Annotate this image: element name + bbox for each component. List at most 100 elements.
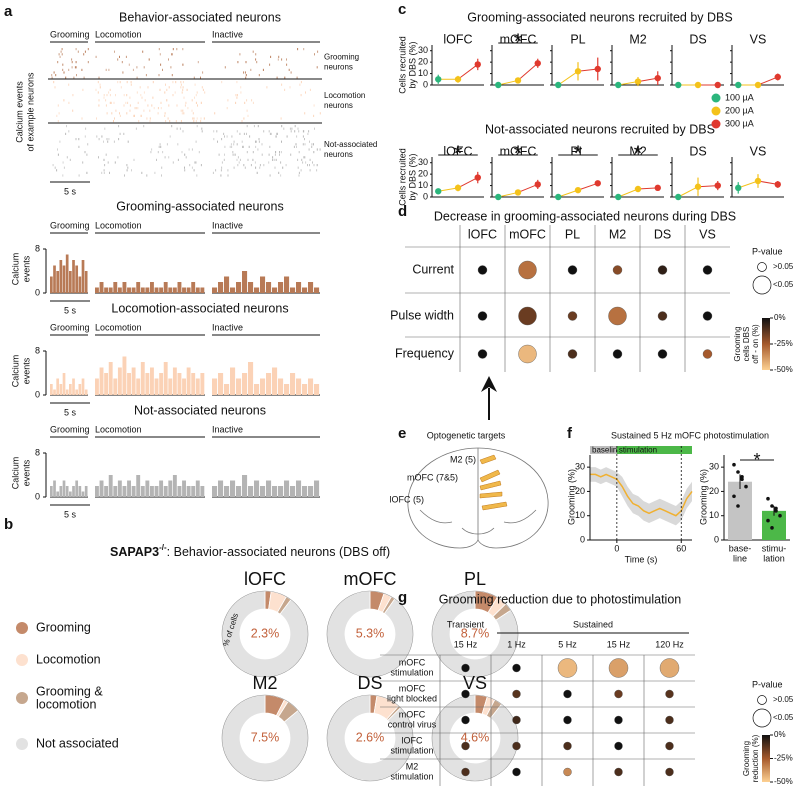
raster-event <box>119 81 121 84</box>
raster-event <box>221 81 223 84</box>
label: Optogenetic targets <box>427 430 506 440</box>
histogram-bar <box>266 373 272 395</box>
raster-event <box>105 104 107 107</box>
row-label: stimulation <box>390 667 433 677</box>
histogram-bar <box>150 367 154 395</box>
raster-event <box>103 171 105 174</box>
donut-outline <box>431 590 519 678</box>
raster-event <box>162 151 164 154</box>
raster-event <box>243 164 245 167</box>
dot <box>665 715 674 725</box>
dot <box>477 265 488 275</box>
raster-event <box>103 169 105 172</box>
label: P-value <box>752 679 783 689</box>
raster-event <box>243 117 245 120</box>
raster-event <box>255 166 257 169</box>
dot <box>567 311 578 321</box>
label: lOFC <box>443 32 472 46</box>
histogram-bar <box>99 282 104 293</box>
label: cells DBS <box>742 327 751 362</box>
raster-event <box>159 143 161 146</box>
histogram-bar <box>230 367 236 395</box>
label: e <box>398 425 406 442</box>
label: Sustained 5 Hz mOFC photostimulation <box>611 430 769 440</box>
raster-event <box>172 161 174 164</box>
raster-event <box>254 161 256 164</box>
raster-event <box>282 166 284 169</box>
raster-event <box>193 76 195 79</box>
raster-event <box>172 94 174 97</box>
raster-event <box>236 81 238 84</box>
raster-event <box>75 66 77 69</box>
label: Not-associated <box>324 140 377 149</box>
raster-event <box>233 140 235 143</box>
raster-event <box>275 158 277 161</box>
label: M2 <box>252 673 277 693</box>
histogram-bar <box>248 486 254 497</box>
opto-targets <box>479 454 508 511</box>
raster-event <box>237 61 239 64</box>
label: PL <box>570 32 585 46</box>
raster-event <box>128 63 130 66</box>
histogram-bar <box>65 486 69 497</box>
raster-event <box>275 135 277 138</box>
row-label: stimulation <box>390 745 433 755</box>
raster-event <box>119 112 120 115</box>
raster-event <box>57 148 58 151</box>
point <box>594 180 601 187</box>
legend-label: 100 µA <box>725 92 754 102</box>
raster-event <box>124 174 125 177</box>
star: * <box>514 29 523 54</box>
raster-event <box>187 107 189 110</box>
label: d <box>398 203 407 220</box>
raster-event <box>252 151 254 154</box>
histogram-bar <box>59 260 63 293</box>
raster-event <box>63 99 65 102</box>
label: M2 <box>629 32 646 46</box>
histogram-bar <box>191 373 196 395</box>
raster-event <box>184 104 186 107</box>
connector <box>618 81 639 86</box>
point <box>778 513 782 518</box>
label: Grooming (%) <box>566 469 576 525</box>
raster-event <box>81 117 83 120</box>
raster-event <box>313 151 315 154</box>
raster-event <box>302 161 304 164</box>
raster-event <box>59 140 61 143</box>
point <box>574 68 582 75</box>
connector <box>557 70 579 86</box>
row-label: mOFC <box>399 709 426 719</box>
pvalue-swatch <box>757 262 767 272</box>
raster-event <box>296 145 297 148</box>
raster-event <box>164 114 166 117</box>
label: Inactive <box>212 220 243 230</box>
label: Grooming <box>742 741 751 776</box>
histogram-bar <box>159 287 164 293</box>
raster-event <box>51 74 53 77</box>
raster-event <box>243 71 244 74</box>
raster-event <box>233 166 235 169</box>
histogram-bar <box>50 276 53 293</box>
line <box>590 473 693 517</box>
raster-event <box>156 158 157 161</box>
label: Sustained <box>573 619 613 629</box>
raster-event <box>284 88 286 91</box>
histogram-bar <box>290 287 296 293</box>
y-tick-label: 20 <box>709 486 719 496</box>
histogram-bar <box>224 276 230 293</box>
raster-event <box>168 86 170 89</box>
raster-event <box>235 101 237 104</box>
point <box>766 518 770 523</box>
histogram-bar <box>154 486 159 497</box>
raster-event <box>270 55 272 58</box>
raster-event <box>142 50 144 53</box>
histogram-bar <box>127 480 131 497</box>
legend-swatch <box>16 654 28 666</box>
raster-event <box>86 171 88 174</box>
pvalue-swatch <box>757 695 767 705</box>
raster-event <box>126 169 128 172</box>
label: M2 (5) <box>450 454 476 464</box>
raster-event <box>278 55 280 58</box>
raster-event <box>71 61 73 64</box>
raster-event <box>236 94 238 97</box>
